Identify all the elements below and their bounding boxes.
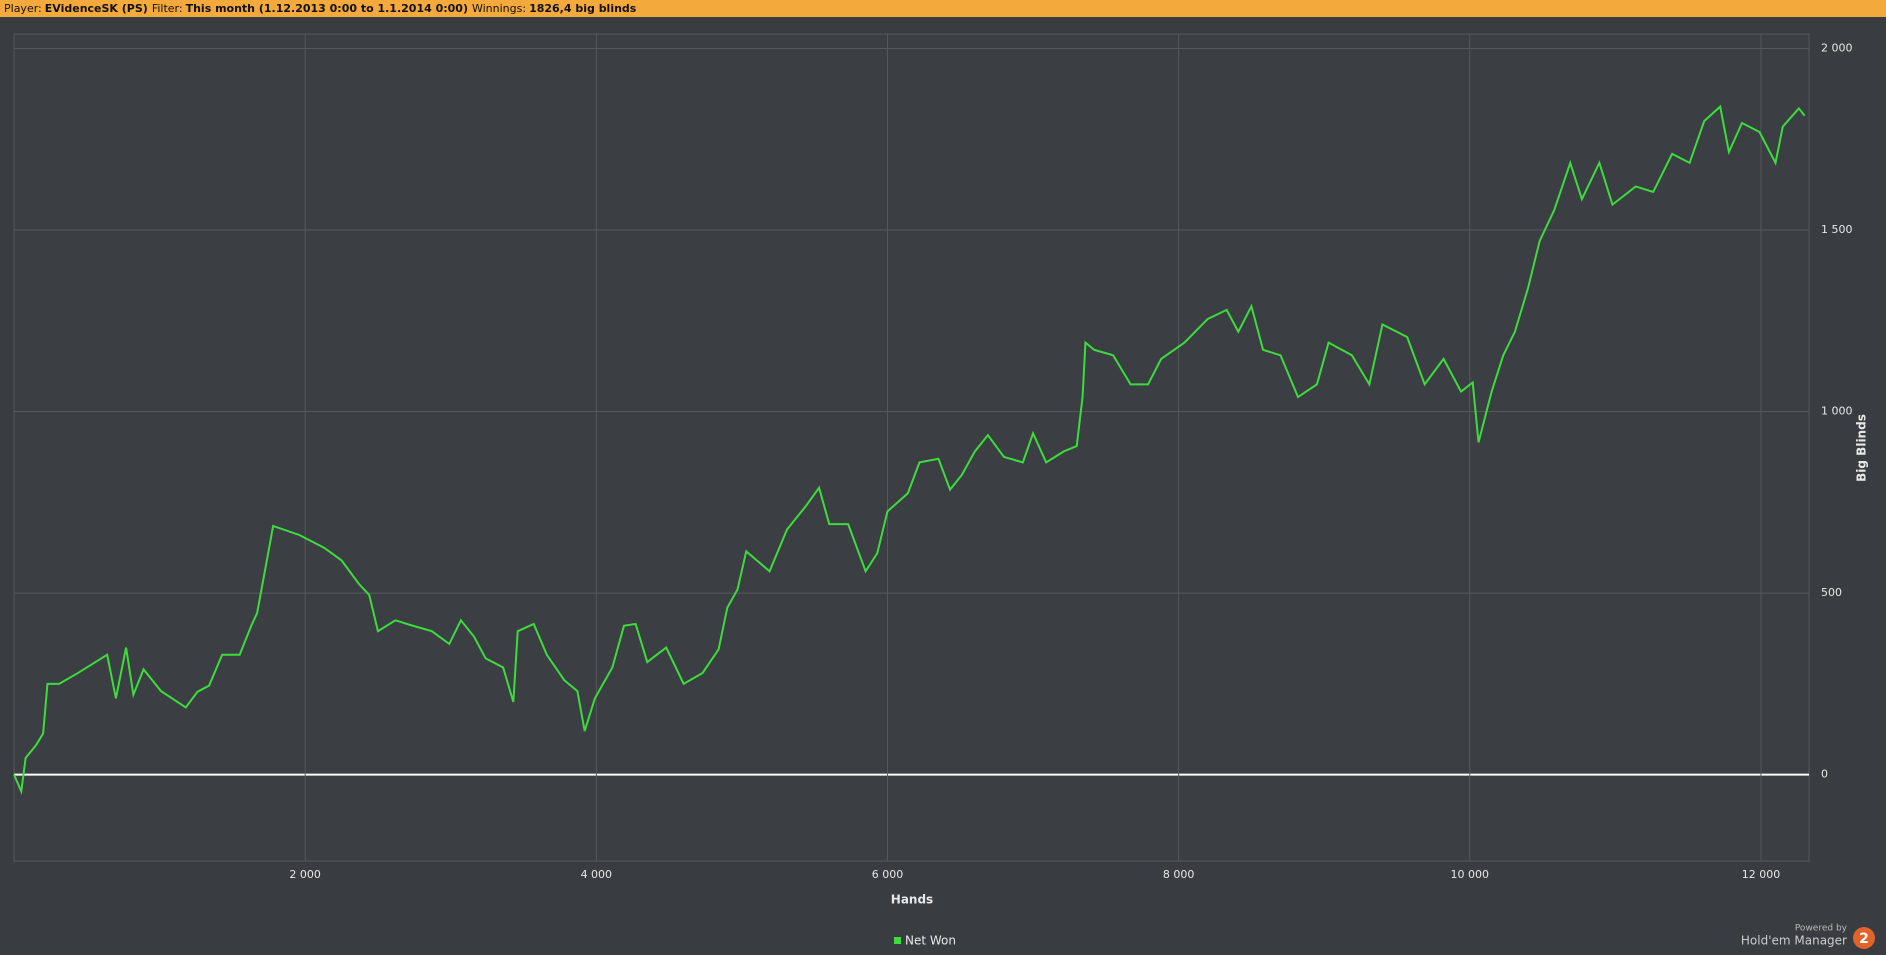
label: Player:: [4, 2, 42, 15]
x-tick-label: 10 000: [1451, 868, 1490, 881]
data-line: [13, 104, 1806, 796]
value: 1826,4 big blinds: [529, 2, 637, 15]
x-tick-label: 8 000: [1163, 868, 1195, 881]
value: This month (1.12.2013 0:00 to 1.1.2014 0…: [185, 2, 468, 15]
x-tick-label: 4 000: [581, 868, 613, 881]
x-tick-label: 6 000: [872, 868, 904, 881]
y-tick-label: 1 000: [1821, 405, 1853, 418]
y-tick-label: 500: [1821, 586, 1842, 599]
value: EVidenceSK (PS): [44, 2, 148, 15]
x-tick-label: 2 000: [289, 868, 321, 881]
label: Filter:: [151, 2, 183, 15]
product: Hold'em Manager: [1741, 934, 1847, 948]
y-tick-label: 2 000: [1821, 42, 1853, 55]
y-tick-label: 0: [1821, 768, 1828, 781]
label: Winnings:: [471, 2, 527, 15]
header-bar: Player: EVidenceSK (PS) Filter: This month …: [0, 0, 1886, 17]
logo: [1853, 927, 1875, 949]
legend-label: Net Won: [905, 934, 956, 948]
x-tick-label: 12 000: [1742, 868, 1781, 881]
powered-by: Powered by: [1795, 924, 1848, 934]
logo-text: 2: [1859, 931, 1869, 947]
y-axis-label: Big Blinds: [1855, 414, 1869, 482]
x-axis-label: Hands: [891, 893, 933, 907]
plot-area: [13, 33, 1810, 862]
legend-swatch: [894, 937, 901, 944]
y-tick-label: 1 500: [1821, 223, 1853, 236]
